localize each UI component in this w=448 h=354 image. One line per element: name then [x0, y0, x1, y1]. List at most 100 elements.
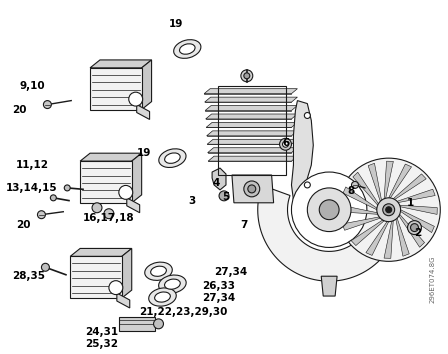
Circle shape: [129, 92, 142, 106]
Text: 8: 8: [347, 186, 354, 196]
Polygon shape: [80, 161, 132, 203]
Ellipse shape: [180, 44, 195, 54]
Text: 13,14,15: 13,14,15: [6, 183, 57, 193]
Text: 19: 19: [137, 148, 151, 158]
Circle shape: [244, 73, 250, 79]
Circle shape: [50, 195, 56, 201]
Text: 6: 6: [283, 138, 290, 148]
Polygon shape: [258, 185, 391, 281]
Polygon shape: [80, 153, 142, 161]
Text: 27,34: 27,34: [214, 267, 247, 277]
Circle shape: [219, 191, 229, 201]
Ellipse shape: [174, 40, 201, 58]
Polygon shape: [366, 222, 389, 256]
Text: 9,10: 9,10: [20, 81, 45, 91]
Polygon shape: [137, 104, 150, 119]
Polygon shape: [351, 220, 384, 246]
Text: 20: 20: [12, 104, 26, 115]
Ellipse shape: [159, 149, 186, 167]
Ellipse shape: [145, 262, 172, 280]
Polygon shape: [400, 205, 437, 215]
Polygon shape: [396, 218, 409, 256]
Text: 2: 2: [414, 228, 422, 238]
Bar: [119, 317, 155, 331]
Circle shape: [283, 141, 289, 147]
Circle shape: [64, 185, 70, 191]
Text: 296ET074.8G: 296ET074.8G: [429, 256, 435, 303]
Circle shape: [377, 198, 401, 222]
Polygon shape: [342, 217, 380, 230]
Polygon shape: [368, 163, 382, 201]
Text: 24,31: 24,31: [85, 327, 118, 337]
Text: 27,34: 27,34: [202, 293, 235, 303]
Text: 16,17,18: 16,17,18: [83, 213, 135, 223]
Polygon shape: [70, 249, 132, 256]
Polygon shape: [207, 139, 297, 144]
Text: 21,22,23,29,30: 21,22,23,29,30: [139, 307, 227, 317]
Circle shape: [386, 207, 392, 213]
Circle shape: [280, 138, 292, 150]
Polygon shape: [384, 161, 393, 199]
Text: 3: 3: [188, 196, 195, 206]
Polygon shape: [70, 256, 122, 298]
Polygon shape: [205, 97, 297, 102]
Circle shape: [304, 182, 310, 188]
Polygon shape: [206, 122, 297, 127]
Text: 20: 20: [16, 220, 30, 230]
Polygon shape: [389, 164, 412, 198]
Circle shape: [42, 263, 49, 271]
Circle shape: [38, 211, 45, 219]
Text: 11,12: 11,12: [16, 160, 49, 170]
Polygon shape: [343, 187, 377, 210]
Polygon shape: [353, 172, 379, 205]
Circle shape: [292, 172, 367, 247]
Circle shape: [383, 204, 395, 216]
Ellipse shape: [155, 292, 170, 302]
Circle shape: [248, 185, 256, 193]
Circle shape: [119, 185, 133, 199]
Circle shape: [307, 188, 351, 232]
Polygon shape: [122, 249, 132, 298]
Circle shape: [43, 101, 52, 109]
Circle shape: [410, 224, 418, 232]
Polygon shape: [384, 221, 393, 258]
Circle shape: [92, 203, 102, 213]
Polygon shape: [117, 293, 130, 308]
Polygon shape: [90, 68, 142, 109]
Polygon shape: [132, 153, 142, 203]
Text: 1: 1: [406, 198, 414, 208]
Polygon shape: [127, 198, 140, 213]
Polygon shape: [207, 131, 297, 136]
Polygon shape: [397, 189, 435, 202]
Text: 4: 4: [212, 178, 220, 188]
Polygon shape: [399, 214, 425, 247]
Circle shape: [304, 113, 310, 119]
Polygon shape: [207, 148, 297, 153]
Polygon shape: [393, 174, 426, 200]
Polygon shape: [205, 105, 297, 110]
Text: 26,33: 26,33: [202, 281, 235, 291]
Circle shape: [337, 158, 440, 261]
Ellipse shape: [164, 153, 180, 163]
Text: 28,35: 28,35: [12, 271, 45, 281]
Polygon shape: [292, 101, 313, 200]
Text: 25,32: 25,32: [85, 339, 118, 349]
Polygon shape: [142, 60, 151, 109]
Polygon shape: [212, 168, 226, 190]
Circle shape: [109, 281, 123, 295]
Ellipse shape: [149, 288, 176, 306]
Polygon shape: [340, 205, 378, 214]
Text: 5: 5: [222, 192, 229, 202]
Circle shape: [244, 181, 260, 197]
Polygon shape: [401, 210, 435, 233]
Polygon shape: [321, 276, 337, 296]
Circle shape: [104, 209, 114, 219]
Ellipse shape: [151, 266, 166, 276]
Polygon shape: [204, 89, 297, 94]
Ellipse shape: [159, 275, 186, 293]
Ellipse shape: [164, 279, 180, 289]
Polygon shape: [90, 60, 151, 68]
Text: 7: 7: [240, 220, 247, 230]
Circle shape: [408, 221, 422, 235]
Polygon shape: [232, 175, 274, 203]
